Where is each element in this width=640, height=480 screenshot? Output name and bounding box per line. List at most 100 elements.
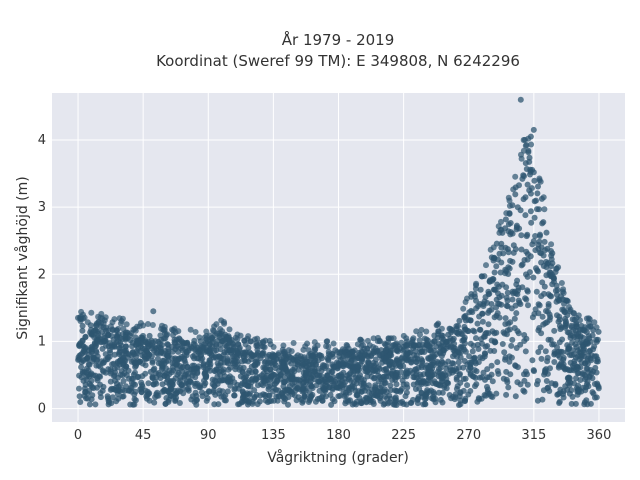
- scatter-point: [470, 327, 477, 334]
- scatter-point: [399, 377, 406, 384]
- scatter-point: [584, 340, 591, 347]
- scatter-point: [556, 400, 563, 406]
- scatter-point: [197, 352, 204, 359]
- scatter-point: [382, 347, 389, 354]
- scatter-point: [500, 250, 507, 257]
- scatter-point: [507, 371, 514, 378]
- scatter-point: [546, 311, 553, 318]
- scatter-point: [174, 389, 181, 396]
- scatter-point: [92, 401, 99, 408]
- scatter-point: [290, 340, 297, 346]
- scatter-point: [116, 351, 123, 358]
- scatter-point: [231, 379, 238, 386]
- scatter-point: [412, 366, 419, 373]
- scatter-point: [502, 315, 509, 322]
- scatter-point: [487, 347, 494, 354]
- scatter-point: [548, 256, 555, 263]
- scatter-point: [524, 181, 531, 188]
- scatter-point: [517, 341, 524, 348]
- scatter-point: [253, 391, 260, 398]
- x-tick-label-4: 180: [326, 428, 351, 443]
- scatter-point: [436, 389, 442, 396]
- scatter-point: [375, 372, 382, 379]
- scatter-point: [151, 399, 158, 406]
- scatter-point: [417, 373, 424, 380]
- scatter-point: [122, 357, 129, 364]
- scatter-point: [113, 334, 120, 341]
- scatter-point: [408, 356, 415, 363]
- scatter-point: [117, 320, 124, 327]
- scatter-point: [296, 386, 303, 392]
- scatter-point: [398, 386, 405, 392]
- scatter-point: [215, 362, 222, 369]
- scatter-point: [121, 348, 128, 355]
- scatter-point: [225, 379, 231, 385]
- scatter-point: [322, 376, 329, 383]
- scatter-point: [399, 398, 406, 405]
- scatter-point: [300, 398, 307, 404]
- scatter-point: [180, 385, 187, 392]
- scatter-point: [356, 351, 363, 358]
- scatter-point: [252, 368, 259, 375]
- scatter-point: [453, 374, 460, 381]
- scatter-point: [183, 352, 190, 359]
- scatter-point: [503, 294, 510, 301]
- scatter-point: [179, 347, 186, 354]
- scatter-point: [256, 398, 263, 405]
- scatter-point: [114, 364, 121, 371]
- scatter-point: [504, 327, 511, 334]
- scatter-point: [84, 354, 91, 361]
- scatter-point: [149, 339, 156, 346]
- scatter-point: [129, 339, 136, 346]
- scatter-point: [593, 394, 600, 401]
- scatter-point: [457, 354, 464, 361]
- scatter-point: [502, 244, 509, 251]
- scatter-point: [404, 370, 411, 376]
- scatter-point: [343, 361, 350, 368]
- scatter-point: [544, 245, 551, 252]
- scatter-point: [540, 194, 547, 201]
- scatter-point: [510, 290, 517, 297]
- scatter-point: [551, 359, 558, 365]
- scatter-point: [262, 397, 269, 404]
- scatter-point: [553, 298, 560, 305]
- scatter-point: [521, 377, 528, 384]
- scatter-point: [143, 393, 150, 400]
- scatter-point: [154, 355, 161, 362]
- scatter-point: [581, 399, 588, 406]
- scatter-point: [132, 381, 139, 388]
- scatter-point: [423, 341, 430, 348]
- scatter-point: [334, 359, 340, 366]
- scatter-point: [534, 267, 541, 274]
- scatter-point: [237, 364, 244, 371]
- scatter-point: [251, 387, 258, 394]
- scatter-point: [523, 335, 530, 342]
- scatter-point: [545, 336, 552, 343]
- scatter-point: [138, 379, 145, 386]
- scatter-point: [441, 384, 448, 391]
- scatter-point: [414, 400, 421, 407]
- scatter-point: [332, 378, 338, 385]
- scatter-point: [518, 262, 525, 269]
- scatter-point: [524, 251, 531, 258]
- scatter-point: [553, 291, 560, 298]
- scatter-point: [446, 338, 453, 344]
- scatter-point: [255, 382, 261, 389]
- scatter-point: [559, 336, 566, 343]
- scatter-point: [537, 344, 544, 351]
- scatter-point: [96, 335, 103, 342]
- scatter-point: [418, 326, 425, 333]
- scatter-point: [218, 367, 225, 374]
- scatter-point: [488, 301, 495, 307]
- scatter-point: [404, 343, 411, 350]
- scatter-point: [510, 186, 517, 193]
- scatter-point: [372, 366, 379, 373]
- scatter-point: [193, 397, 200, 404]
- scatter-point: [474, 320, 481, 327]
- x-tick-label-2: 90: [200, 428, 217, 443]
- scatter-point: [466, 309, 473, 316]
- scatter-point: [435, 328, 442, 335]
- scatter-point: [482, 330, 489, 337]
- scatter-point: [85, 367, 92, 374]
- scatter-point: [354, 341, 361, 348]
